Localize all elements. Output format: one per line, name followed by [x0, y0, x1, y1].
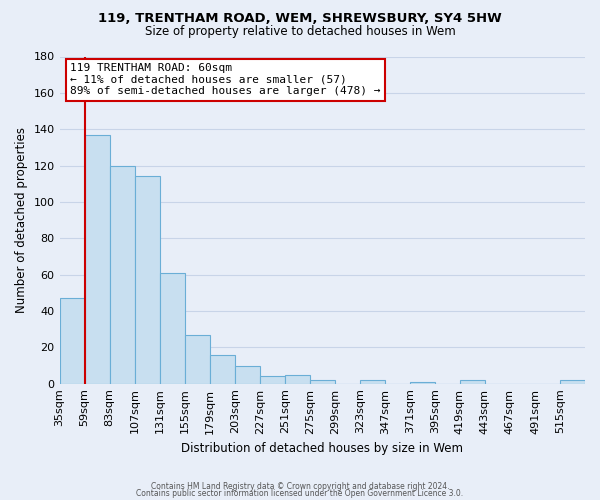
- Text: Contains HM Land Registry data © Crown copyright and database right 2024.: Contains HM Land Registry data © Crown c…: [151, 482, 449, 491]
- Bar: [110, 166, 134, 384]
- Bar: [285, 374, 310, 384]
- Bar: [235, 366, 260, 384]
- Text: 119, TRENTHAM ROAD, WEM, SHREWSBURY, SY4 5HW: 119, TRENTHAM ROAD, WEM, SHREWSBURY, SY4…: [98, 12, 502, 26]
- Bar: [209, 354, 235, 384]
- Text: Contains public sector information licensed under the Open Government Licence 3.: Contains public sector information licen…: [136, 490, 464, 498]
- Bar: [160, 273, 185, 384]
- Bar: [360, 380, 385, 384]
- Text: Size of property relative to detached houses in Wem: Size of property relative to detached ho…: [145, 25, 455, 38]
- Bar: [560, 380, 585, 384]
- Y-axis label: Number of detached properties: Number of detached properties: [15, 127, 28, 313]
- Bar: [310, 380, 335, 384]
- Bar: [260, 376, 285, 384]
- Bar: [410, 382, 435, 384]
- Bar: [460, 380, 485, 384]
- Bar: [185, 334, 209, 384]
- Bar: [134, 176, 160, 384]
- X-axis label: Distribution of detached houses by size in Wem: Distribution of detached houses by size …: [181, 442, 463, 455]
- Text: 119 TRENTHAM ROAD: 60sqm
← 11% of detached houses are smaller (57)
89% of semi-d: 119 TRENTHAM ROAD: 60sqm ← 11% of detach…: [70, 63, 380, 96]
- Bar: [85, 134, 110, 384]
- Bar: [59, 298, 85, 384]
